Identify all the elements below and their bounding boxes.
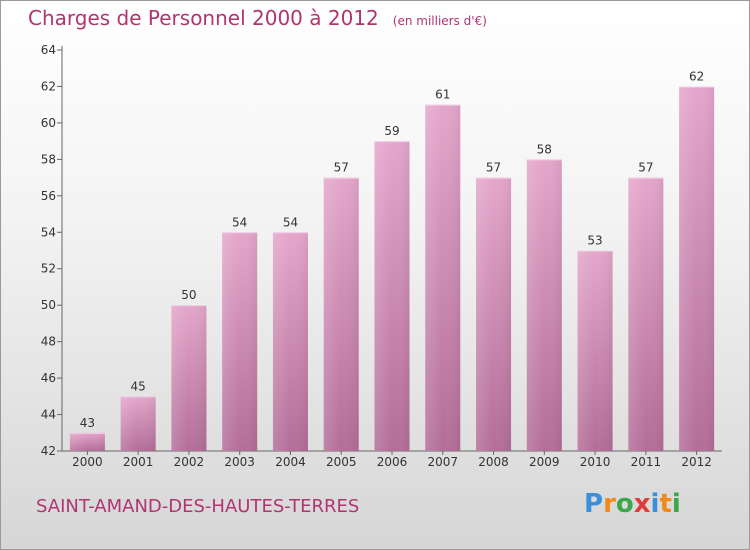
labels: 43 2000 45 2001 50 2002 54 2003 54 2004 57 2005 59 20… [72,69,712,469]
data-label: 61 [435,88,450,102]
bar-shine [577,250,613,451]
x-tick-label: 2001 [123,455,154,469]
unit-note: (en milliers d'€) [392,14,487,28]
data-label: 57 [486,161,501,175]
x-tick-label: 2008 [478,455,509,469]
x-tick-label: 2012 [681,455,712,469]
bar-shine [425,104,461,451]
data-label: 54 [232,215,247,229]
bar-shine [272,232,308,451]
x-tick-label: 2003 [224,455,255,469]
data-label: 50 [181,288,196,302]
bar-shine [120,396,156,451]
x-tick-label: 2006 [377,455,408,469]
x-tick-label: 2004 [275,455,306,469]
logo-letter: i [671,489,681,519]
data-label: 57 [334,161,349,175]
y-tick-label: 58 [41,152,56,166]
y-tick-label: 46 [41,371,56,385]
logo-letter: x [633,489,651,519]
data-label: 43 [80,416,95,430]
data-label: 62 [689,69,704,83]
commune-name: SAINT-AMAND-DES-HAUTES-TERRES [36,496,360,517]
bar-shine [323,177,359,451]
x-tick-label: 2000 [72,455,103,469]
y-tick-label: 50 [41,298,56,312]
bars [69,86,715,452]
chart-title-text: Charges de Personnel 2000 à 2012 [28,6,379,30]
bar-shine [222,232,258,451]
y-tick-label: 48 [41,335,56,349]
y-tick-label: 42 [41,444,56,458]
bar-shine [679,86,715,452]
data-label: 59 [384,124,399,138]
x-tick-label: 2005 [326,455,357,469]
y-tick-label: 64 [41,43,56,57]
data-label: 45 [131,379,146,393]
bar-shine [171,305,207,451]
y-tick-label: 62 [41,79,56,93]
logo-letter: r [603,489,616,519]
y-tick-label: 60 [41,116,56,130]
data-label: 57 [638,161,653,175]
y-tick-label: 52 [41,262,56,276]
y-tick-label: 56 [41,189,56,203]
logo-letter: o [615,489,634,519]
x-tick-label: 2011 [631,455,662,469]
x-tick-label: 2009 [529,455,560,469]
y-tick-label: 44 [41,408,56,422]
data-label: 54 [283,215,298,229]
chart-title: Charges de Personnel 2000 à 2012 (en mill… [28,6,487,30]
proxiti-logo: Proxiti [584,489,681,519]
x-tick-label: 2002 [174,455,205,469]
x-tick-label: 2010 [580,455,611,469]
bar-shine [69,432,105,451]
logo-letter: i [650,489,660,519]
logo-letter: P [584,489,604,519]
bar-shine [374,141,410,452]
bar-shine [526,159,562,451]
bar-shine [476,177,512,451]
data-label: 53 [587,234,602,248]
y-tick-label: 54 [41,225,56,239]
x-tick-label: 2007 [427,455,458,469]
bar-shine [628,177,664,451]
data-label: 58 [537,142,552,156]
logo-letter: t [659,489,672,519]
